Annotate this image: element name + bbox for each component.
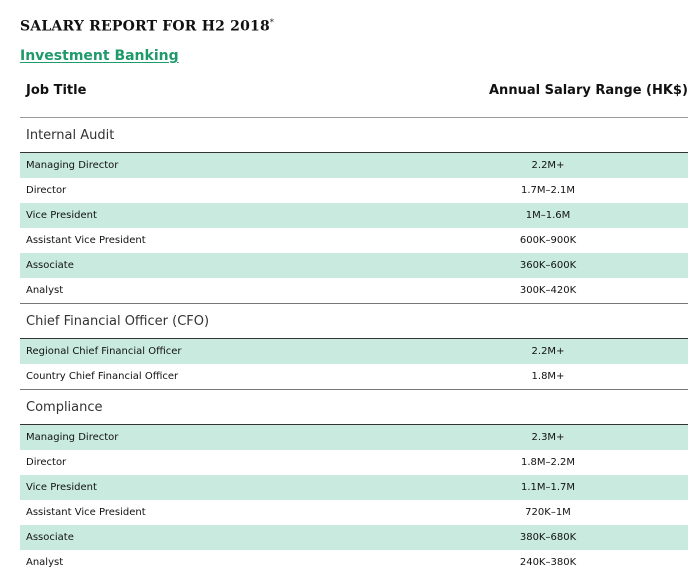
job-title-cell: Vice President	[20, 475, 408, 500]
table-row: Managing Director 2.3M+	[20, 424, 688, 450]
job-title-cell: Director	[26, 185, 67, 196]
table-row: Vice President 1M–1.6M	[20, 203, 688, 228]
salary-range-cell: 300K–420K	[519, 285, 577, 296]
job-title-cell: Associate	[20, 525, 408, 550]
table-row: Analyst 300K–420K	[20, 278, 688, 304]
table-row: Managing Director 2.2M+	[20, 152, 688, 178]
salary-range-cell: 2.2M+	[408, 338, 688, 364]
salary-range-cell: 380K–680K	[408, 525, 688, 550]
job-title-cell: Assistant Vice President	[26, 235, 146, 246]
table-row: Country Chief Financial Officer 1.8M+	[20, 364, 688, 390]
footnote-mark: *	[269, 18, 275, 27]
salary-range-cell: 2.2M+	[408, 152, 688, 178]
job-title-cell: Managing Director	[20, 424, 408, 450]
report-title-text: SALARY REPORT FOR H2 2018	[20, 18, 270, 35]
table-row: Director 1.7M–2.1M	[20, 178, 688, 203]
table-row: Analyst 240K–380K	[20, 550, 688, 575]
salary-table: Internal Audit Managing Director 2.2M+ D…	[20, 117, 688, 575]
salary-range-cell: 1.1M–1.7M	[408, 475, 688, 500]
table-row: Assistant Vice President 720K–1M	[20, 500, 688, 525]
salary-range-cell: 1M–1.6M	[408, 203, 688, 228]
table-header: Job Title Annual Salary Range (HK$)	[20, 83, 688, 103]
job-title-cell: Analyst	[26, 285, 64, 296]
job-title-cell: Vice President	[20, 203, 408, 228]
table-row: Associate 380K–680K	[20, 525, 688, 550]
category-label: Compliance	[20, 389, 688, 425]
salary-range-cell: 360K–600K	[408, 253, 688, 278]
salary-range-cell: 240K–380K	[519, 557, 577, 568]
job-title-cell: Regional Chief Financial Officer	[20, 338, 408, 364]
category-row-internal-audit: Internal Audit	[20, 117, 688, 153]
table-row: Vice President 1.1M–1.7M	[20, 475, 688, 500]
job-title-cell: Country Chief Financial Officer	[26, 371, 179, 382]
job-title-cell: Director	[26, 457, 67, 468]
job-title-cell: Analyst	[26, 557, 64, 568]
report-title: SALARY REPORT FOR H2 2018*	[20, 18, 274, 35]
job-title-cell: Associate	[20, 253, 408, 278]
salary-range-cell: 1.8M–2.2M	[520, 457, 576, 468]
category-label: Chief Financial Officer (CFO)	[20, 303, 688, 339]
salary-range-cell: 600K–900K	[519, 235, 577, 246]
salary-range-cell: 1.7M–2.1M	[520, 185, 576, 196]
section-title[interactable]: Investment Banking	[20, 48, 179, 64]
table-row: Associate 360K–600K	[20, 253, 688, 278]
table-row: Assistant Vice President 600K–900K	[20, 228, 688, 253]
job-title-cell: Managing Director	[20, 152, 408, 178]
table-row: Director 1.8M–2.2M	[20, 450, 688, 475]
table-row: Regional Chief Financial Officer 2.2M+	[20, 338, 688, 364]
job-title-cell: Assistant Vice President	[26, 507, 146, 518]
salary-range-cell: 720K–1M	[525, 507, 571, 518]
salary-range-cell: 2.3M+	[408, 424, 688, 450]
category-label: Internal Audit	[20, 117, 688, 153]
column-header-salary-range: Annual Salary Range (HK$)	[489, 83, 688, 98]
category-row-cfo: Chief Financial Officer (CFO)	[20, 303, 688, 339]
salary-range-cell: 1.8M+	[531, 371, 565, 382]
column-header-job-title: Job Title	[26, 83, 87, 98]
category-row-compliance: Compliance	[20, 389, 688, 425]
